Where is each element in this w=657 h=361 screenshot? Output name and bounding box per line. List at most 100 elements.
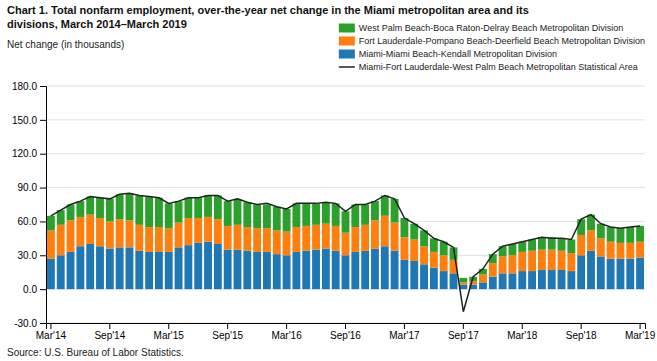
bar: [420, 246, 428, 264]
bar: [528, 271, 536, 289]
x-tick-mark: [345, 323, 346, 329]
legend-item: Fort Lauderdale-Pompano Beach-Deerfield …: [339, 36, 645, 46]
x-tick: Mar'15: [154, 323, 185, 341]
bar: [243, 227, 251, 251]
bar: [558, 270, 566, 289]
y-tick-mark: [40, 221, 46, 222]
x-axis-line: [47, 324, 646, 330]
bar: [263, 205, 271, 229]
bar: [391, 251, 399, 289]
bar: [86, 215, 94, 244]
x-tick-mark: [50, 323, 51, 329]
x-tick: Sep'18: [566, 323, 597, 341]
bar: [283, 255, 291, 289]
bar: [371, 249, 379, 290]
legend-label: West Palm Beach-Boca Raton-Delray Beach …: [359, 23, 623, 33]
y-tick-mark: [40, 120, 46, 121]
x-tick-mark: [109, 323, 110, 329]
legend-swatch: [339, 50, 355, 59]
bar: [548, 270, 556, 289]
bar: [626, 227, 634, 243]
bar: [165, 228, 173, 252]
y-axis: -30.00.030.060.090.0120.0150.0180.0: [12, 81, 47, 329]
bar: [292, 203, 300, 227]
x-tick: Mar'17: [389, 323, 420, 341]
bar: [106, 199, 114, 222]
bar: [302, 203, 310, 226]
bar: [587, 230, 595, 250]
bar: [292, 227, 300, 252]
y-tick: 150.0: [12, 115, 46, 126]
bar: [509, 273, 517, 289]
grid-line: [46, 187, 645, 188]
bar: [96, 246, 104, 289]
bar: [371, 220, 379, 248]
x-tick-mark: [404, 323, 405, 329]
bar: [194, 198, 202, 218]
bar: [165, 203, 173, 228]
y-tick: 90.0: [18, 182, 46, 193]
bar: [57, 255, 65, 289]
bar: [518, 271, 526, 289]
bar: [292, 252, 300, 289]
title: Chart 1. Total nonfarm employment, over-…: [7, 4, 529, 16]
grid-line: [46, 86, 645, 87]
bar: [332, 203, 340, 226]
y-tick-label: 150.0: [12, 115, 37, 126]
y-axis-line: [40, 87, 47, 324]
x-tick-mark: [581, 323, 582, 329]
bar: [391, 199, 399, 223]
bar: [361, 225, 369, 251]
x-tick: Mar'19: [625, 323, 656, 341]
x-tick-label: Sep'14: [94, 330, 125, 341]
bar: [204, 195, 212, 216]
bar: [67, 220, 75, 252]
x-tick-label: Mar'16: [271, 330, 302, 341]
bar: [234, 225, 242, 250]
bar: [283, 209, 291, 232]
x-tick-mark: [640, 323, 641, 329]
bar: [577, 235, 585, 255]
bar: [626, 243, 634, 259]
bar: [312, 203, 320, 224]
source: Source: U.S. Bureau of Labor Statistics.: [7, 347, 184, 358]
plot: -30.00.030.060.090.0120.0150.0180.0Mar'1…: [12, 81, 656, 341]
x-tick-label: Mar'19: [625, 330, 656, 341]
x-tick-mark: [286, 323, 287, 329]
bar: [400, 237, 408, 260]
y-tick-label: 60.0: [18, 216, 38, 227]
legend-label: Fort Lauderdale-Pompano Beach-Deerfield …: [359, 36, 645, 46]
bar: [351, 252, 359, 289]
y-tick-mark: [40, 289, 46, 290]
bar: [312, 225, 320, 250]
bar: [175, 223, 183, 248]
bar: [214, 195, 222, 219]
bar: [322, 202, 330, 223]
legend-item: Miami-Fort Lauderdale-West Palm Beach Me…: [339, 62, 638, 72]
bar: [597, 224, 605, 239]
x-tick-label: Sep'15: [212, 330, 243, 341]
grid-line: [46, 153, 645, 154]
bar: [400, 218, 408, 237]
y-tick: 180.0: [12, 81, 46, 92]
bar: [302, 251, 310, 289]
bar: [243, 251, 251, 289]
bar: [528, 251, 536, 271]
bar: [351, 205, 359, 228]
bar: [509, 244, 517, 255]
x-tick-mark: [522, 323, 523, 329]
bar: [224, 201, 232, 226]
bar: [322, 224, 330, 249]
bar: [322, 249, 330, 290]
bar: [479, 282, 487, 289]
bar: [155, 252, 163, 289]
bar: [597, 238, 605, 256]
x-axis: Mar'14Sep'14Mar'15Sep'15Mar'16Sep'16Mar'…: [36, 323, 656, 341]
bar: [342, 233, 350, 256]
bar: [214, 219, 222, 244]
bar: [351, 227, 359, 252]
bar: [381, 216, 389, 246]
legend-swatch: [339, 66, 355, 68]
bar: [577, 255, 585, 289]
bar: [96, 198, 104, 218]
